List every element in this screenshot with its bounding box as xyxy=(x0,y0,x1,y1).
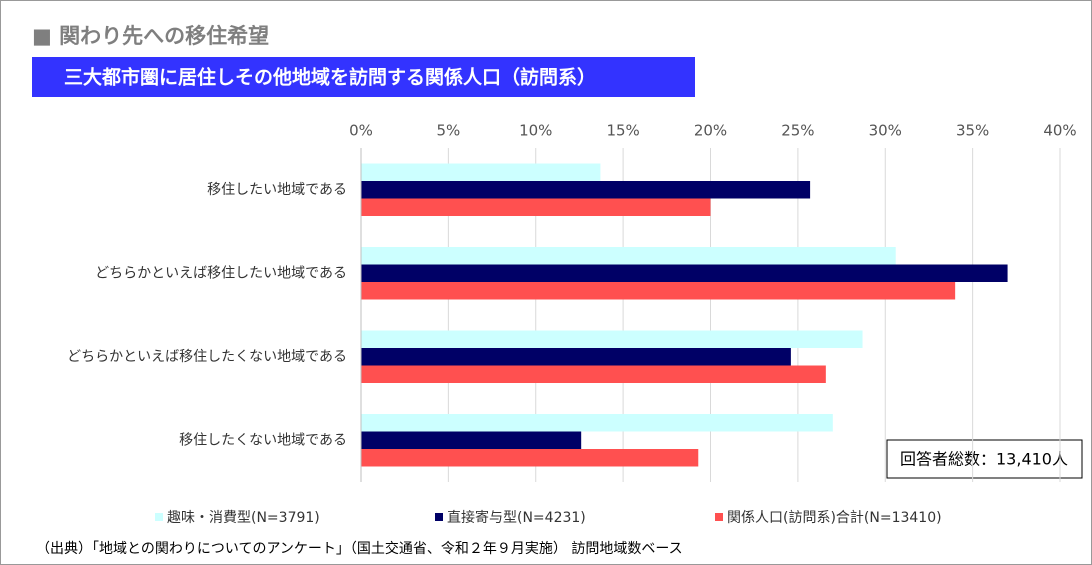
bar xyxy=(361,348,791,366)
bar xyxy=(361,163,601,181)
chart-subtitle: 三大都市圏に居住しその他地域を訪問する関係人口（訪問系） xyxy=(64,66,596,89)
legend-label: 趣味・消費型(N=3791) xyxy=(167,510,320,526)
x-tick-label: 0% xyxy=(349,122,373,140)
annotation-box xyxy=(886,439,1083,479)
bar xyxy=(361,449,699,467)
x-tick-label: 40% xyxy=(1043,122,1076,140)
x-tick-label: 30% xyxy=(869,122,902,140)
source-note: （出典）「地域との関わりについてのアンケート」（国土交通省、令和２年９月実施） … xyxy=(36,540,683,557)
legend-swatch xyxy=(435,513,443,521)
y-tick-label: どちらかといえば移住したい地域である xyxy=(95,265,347,281)
y-tick-label: 移住したい地域である xyxy=(207,182,347,198)
bar xyxy=(361,181,811,199)
legend-swatch xyxy=(155,513,163,521)
legend-label: 関係人口(訪問系)合計(N=13410) xyxy=(727,510,942,526)
x-tick-label: 20% xyxy=(694,122,727,140)
bar xyxy=(361,198,711,216)
legend-label: 直接寄与型(N=4231) xyxy=(447,509,586,526)
bar xyxy=(361,365,826,383)
x-tick-label: 35% xyxy=(956,122,989,140)
bar xyxy=(361,431,582,449)
bar xyxy=(361,282,956,300)
chart-title: ■ 関わり先への移住希望 xyxy=(32,24,269,48)
bar xyxy=(361,330,863,348)
annotation: 回答者総数：13,410人 xyxy=(900,450,1068,469)
bar xyxy=(361,247,896,265)
bar xyxy=(361,414,833,432)
x-tick-label: 10% xyxy=(519,122,552,140)
x-tick-label: 5% xyxy=(436,122,460,140)
x-tick-label: 25% xyxy=(781,122,814,140)
y-tick-label: 移住したくない地域である xyxy=(179,432,347,448)
bar xyxy=(361,264,1008,282)
subtitle-banner xyxy=(32,57,695,97)
y-tick-label: どちらかといえば移住したくない地域である xyxy=(67,349,347,365)
legend-swatch xyxy=(715,513,723,521)
x-tick-label: 15% xyxy=(606,122,639,140)
